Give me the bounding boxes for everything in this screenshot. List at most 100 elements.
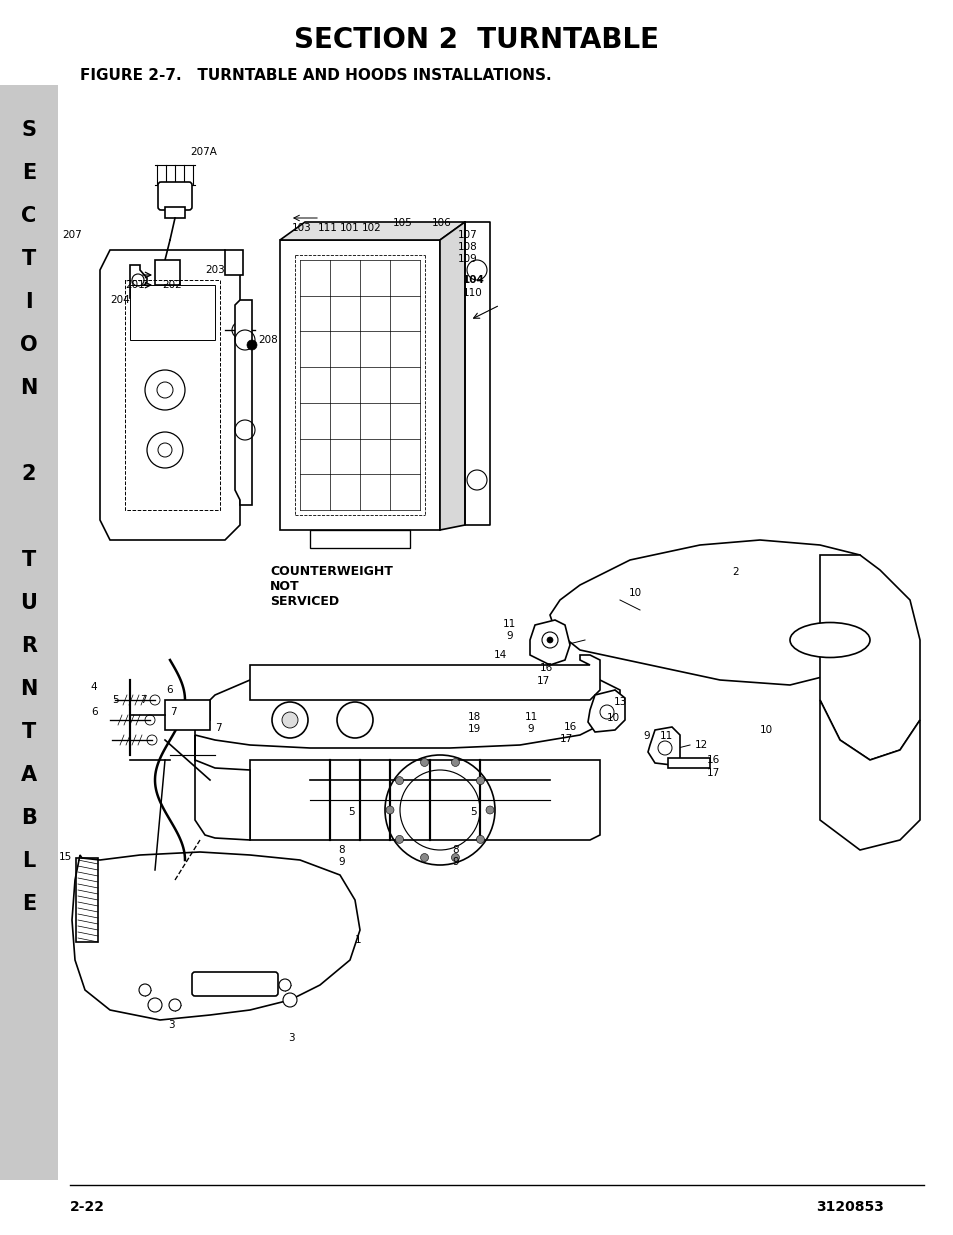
Text: 10: 10 xyxy=(606,713,619,722)
Text: 106: 106 xyxy=(432,219,452,228)
Ellipse shape xyxy=(789,622,869,657)
Polygon shape xyxy=(310,530,410,548)
Text: 10: 10 xyxy=(628,588,641,598)
Text: 102: 102 xyxy=(361,224,381,233)
Text: C: C xyxy=(21,206,36,226)
Text: L: L xyxy=(22,851,35,871)
Polygon shape xyxy=(647,727,679,764)
Bar xyxy=(0,85,58,1179)
FancyBboxPatch shape xyxy=(158,182,192,210)
Text: E: E xyxy=(22,163,36,183)
Text: 7: 7 xyxy=(170,706,176,718)
Text: T: T xyxy=(22,722,36,742)
Text: 11: 11 xyxy=(659,731,673,741)
Text: 16: 16 xyxy=(563,722,577,732)
Circle shape xyxy=(282,713,297,727)
Polygon shape xyxy=(100,249,240,540)
Text: 3: 3 xyxy=(288,1032,294,1044)
Polygon shape xyxy=(194,672,619,748)
Text: O: O xyxy=(20,335,38,354)
Text: 3120853: 3120853 xyxy=(815,1200,883,1214)
Text: 202: 202 xyxy=(162,280,182,290)
Polygon shape xyxy=(280,222,464,240)
Circle shape xyxy=(283,993,296,1007)
Text: 108: 108 xyxy=(457,242,477,252)
Circle shape xyxy=(485,806,494,814)
Text: 17: 17 xyxy=(706,768,720,778)
Text: 2: 2 xyxy=(22,464,36,484)
Text: 5: 5 xyxy=(112,695,118,705)
Circle shape xyxy=(546,637,553,643)
Circle shape xyxy=(395,777,403,784)
Polygon shape xyxy=(820,700,919,850)
Text: FIGURE 2-7.   TURNTABLE AND HOODS INSTALLATIONS.: FIGURE 2-7. TURNTABLE AND HOODS INSTALLA… xyxy=(80,68,551,83)
Text: COUNTERWEIGHT
NOT
SERVICED: COUNTERWEIGHT NOT SERVICED xyxy=(270,564,393,608)
Text: 105: 105 xyxy=(393,219,413,228)
Text: 9: 9 xyxy=(506,631,513,641)
Text: 6: 6 xyxy=(166,685,172,695)
Text: 203: 203 xyxy=(205,266,225,275)
Polygon shape xyxy=(234,300,252,505)
Text: R: R xyxy=(21,636,37,656)
Text: 3: 3 xyxy=(168,1020,174,1030)
Text: 12: 12 xyxy=(695,740,707,750)
Polygon shape xyxy=(165,207,185,219)
Polygon shape xyxy=(71,852,359,1020)
Text: 16: 16 xyxy=(706,755,720,764)
Text: 5: 5 xyxy=(470,806,476,818)
Text: 9: 9 xyxy=(337,857,344,867)
Text: 2-22: 2-22 xyxy=(70,1200,105,1214)
Text: 101: 101 xyxy=(339,224,359,233)
Text: 8: 8 xyxy=(452,845,458,855)
Text: 10: 10 xyxy=(760,725,772,735)
Circle shape xyxy=(336,701,373,739)
Polygon shape xyxy=(530,620,569,664)
Text: 14: 14 xyxy=(494,650,506,659)
Circle shape xyxy=(451,758,459,767)
Text: 17: 17 xyxy=(559,734,573,743)
FancyBboxPatch shape xyxy=(192,972,277,995)
Circle shape xyxy=(451,853,459,862)
Polygon shape xyxy=(439,222,464,530)
Text: 6: 6 xyxy=(91,706,97,718)
Text: T: T xyxy=(22,249,36,269)
Text: 7: 7 xyxy=(214,722,221,734)
Text: 13: 13 xyxy=(614,697,626,706)
Text: 4: 4 xyxy=(90,682,96,692)
Text: 16: 16 xyxy=(539,663,553,673)
Text: N: N xyxy=(20,378,38,398)
Text: 208: 208 xyxy=(257,335,277,345)
Polygon shape xyxy=(165,700,210,730)
Text: I: I xyxy=(25,291,32,312)
Polygon shape xyxy=(550,540,869,685)
Text: 18: 18 xyxy=(468,713,480,722)
Text: 9: 9 xyxy=(452,857,458,867)
Text: 2: 2 xyxy=(731,567,738,577)
Text: 1: 1 xyxy=(355,935,361,945)
Circle shape xyxy=(139,984,151,995)
Text: 11: 11 xyxy=(524,713,537,722)
Polygon shape xyxy=(130,266,147,298)
Polygon shape xyxy=(225,249,243,275)
Circle shape xyxy=(272,701,308,739)
Text: 9: 9 xyxy=(527,724,534,734)
Text: 207: 207 xyxy=(62,230,82,240)
Text: 19: 19 xyxy=(468,724,480,734)
Text: B: B xyxy=(21,808,37,827)
Text: 5: 5 xyxy=(348,806,355,818)
Text: T: T xyxy=(22,550,36,571)
Text: U: U xyxy=(21,593,37,613)
Text: 104: 104 xyxy=(462,275,484,285)
Text: 11: 11 xyxy=(502,619,516,629)
Circle shape xyxy=(169,999,181,1011)
Text: 9: 9 xyxy=(642,731,649,741)
Text: 103: 103 xyxy=(292,224,312,233)
Polygon shape xyxy=(820,555,919,760)
Circle shape xyxy=(247,340,256,350)
Polygon shape xyxy=(194,735,250,840)
Circle shape xyxy=(476,777,484,784)
Text: 111: 111 xyxy=(317,224,337,233)
Polygon shape xyxy=(250,760,599,840)
Circle shape xyxy=(420,853,428,862)
Polygon shape xyxy=(587,690,624,732)
